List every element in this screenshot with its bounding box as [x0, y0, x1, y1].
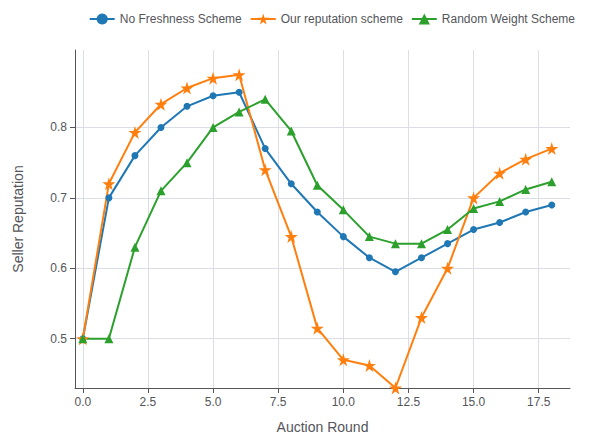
svg-text:0.5: 0.5 [50, 332, 67, 346]
svg-text:10.0: 10.0 [332, 395, 356, 409]
svg-text:12.5: 12.5 [397, 395, 421, 409]
svg-text:17.5: 17.5 [527, 395, 551, 409]
svg-text:No Freshness Scheme: No Freshness Scheme [120, 12, 242, 26]
svg-text:Seller Reputation: Seller Reputation [10, 165, 26, 272]
svg-text:0.6: 0.6 [50, 261, 67, 275]
svg-text:Auction Round: Auction Round [277, 419, 369, 435]
svg-text:0.0: 0.0 [74, 395, 91, 409]
svg-text:0.8: 0.8 [50, 120, 67, 134]
svg-text:2.5: 2.5 [140, 395, 157, 409]
svg-text:7.5: 7.5 [270, 395, 287, 409]
svg-text:15.0: 15.0 [462, 395, 486, 409]
svg-text:5.0: 5.0 [205, 395, 222, 409]
svg-text:Our reputation scheme: Our reputation scheme [281, 12, 403, 26]
svg-text:0.7: 0.7 [50, 191, 67, 205]
svg-text:Random Weight Scheme: Random Weight Scheme [442, 12, 576, 26]
